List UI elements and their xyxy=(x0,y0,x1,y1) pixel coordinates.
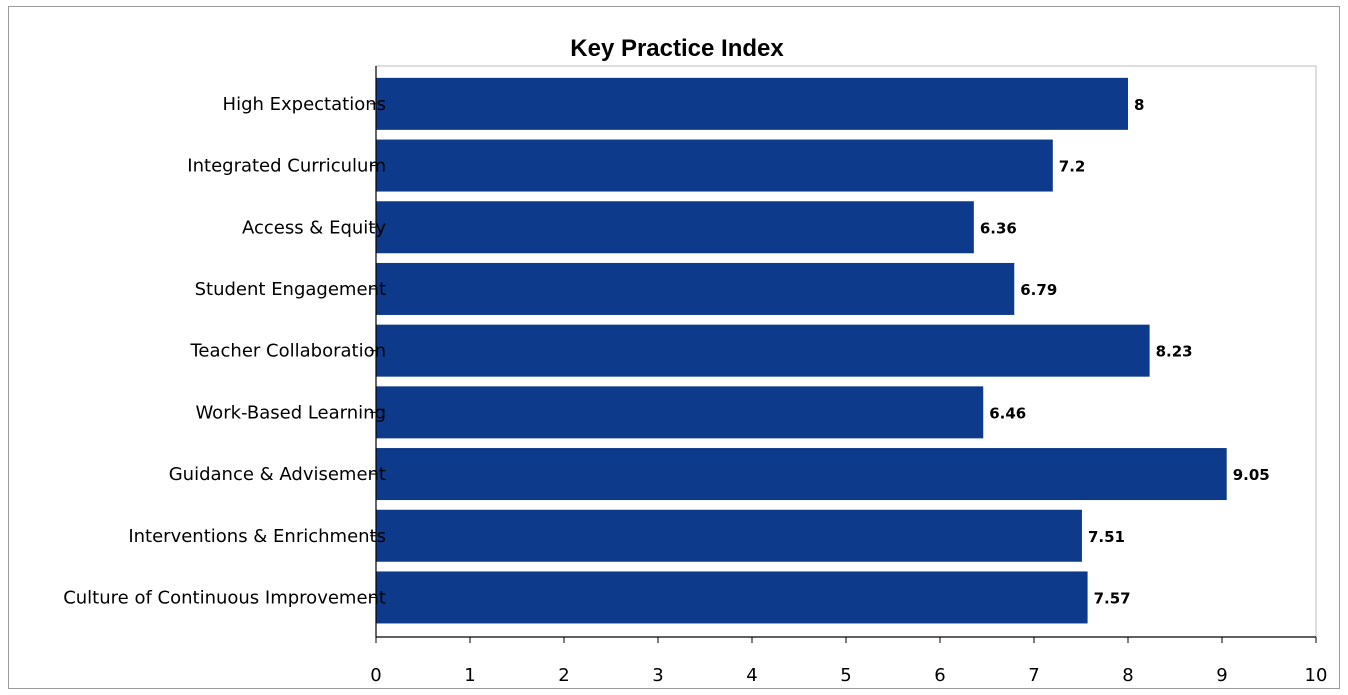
category-label: Culture of Continuous Improvement xyxy=(63,587,386,608)
data-label: 8.23 xyxy=(1156,343,1193,361)
bar xyxy=(376,77,1128,130)
category-label: Interventions & Enrichments xyxy=(128,526,386,547)
bar xyxy=(376,571,1088,624)
x-tick-label: 4 xyxy=(746,665,757,686)
bar xyxy=(376,201,974,254)
x-tick-label: 9 xyxy=(1216,665,1227,686)
category-label: High Expectations xyxy=(223,94,386,115)
bar xyxy=(376,139,1053,192)
x-tick-label: 0 xyxy=(370,665,381,686)
x-tick-label: 2 xyxy=(558,665,569,686)
data-label: 6.79 xyxy=(1020,281,1057,299)
bars-group xyxy=(376,77,1227,624)
category-label: Guidance & Advisement xyxy=(169,464,386,485)
category-labels: High Expectations Integrated Curriculum Ac… xyxy=(63,94,386,609)
x-axis: 0 1 2 3 4 5 6 7 8 9 10 xyxy=(370,66,1327,686)
data-label: 9.05 xyxy=(1233,466,1270,484)
x-tick-label: 7 xyxy=(1028,665,1039,686)
category-label: Student Engagement xyxy=(195,279,386,300)
data-label: 6.36 xyxy=(980,219,1017,237)
data-label: 8 xyxy=(1134,96,1144,114)
bar xyxy=(376,448,1227,501)
data-label: 7.57 xyxy=(1094,589,1131,607)
category-label: Access & Equity xyxy=(242,217,386,238)
x-tick-label: 3 xyxy=(652,665,663,686)
bar xyxy=(376,262,1015,315)
x-tick-label: 5 xyxy=(840,665,851,686)
bar xyxy=(376,324,1150,377)
x-tick-label: 10 xyxy=(1305,665,1328,686)
data-label: 7.2 xyxy=(1059,158,1086,176)
category-label: Teacher Collaboration xyxy=(189,341,386,362)
bar xyxy=(376,509,1082,562)
data-labels: 8 7.2 6.36 6.79 8.23 6.46 9.05 7.51 7.57 xyxy=(980,96,1270,608)
x-tick-label: 8 xyxy=(1122,665,1133,686)
chart-title: Key Practice Index xyxy=(570,35,784,62)
category-label: Integrated Curriculum xyxy=(187,156,386,177)
bar xyxy=(376,386,984,439)
x-tick-label: 6 xyxy=(934,665,945,686)
data-label: 7.51 xyxy=(1088,528,1125,546)
category-label: Work-Based Learning xyxy=(195,402,386,423)
data-label: 6.46 xyxy=(989,404,1026,422)
x-tick-label: 1 xyxy=(464,665,475,686)
